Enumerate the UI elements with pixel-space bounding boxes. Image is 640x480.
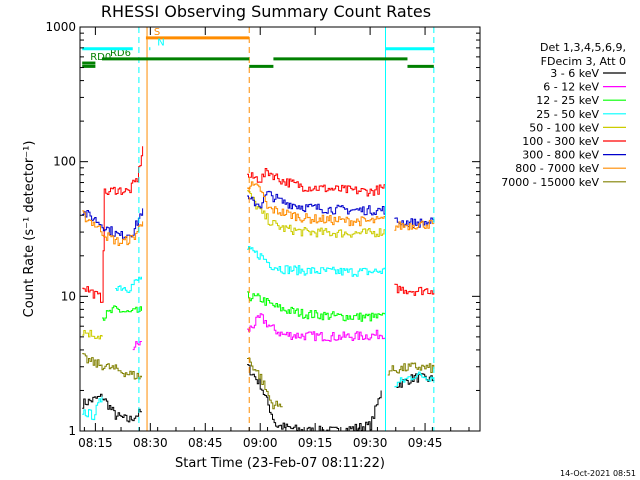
x-axis-label: Start Time (23-Feb-07 08:11:22) <box>175 456 385 471</box>
series-0 <box>82 364 435 432</box>
series-layer <box>82 146 435 432</box>
x-tick-label-4: 09:15 <box>298 436 333 450</box>
series-line-3-3 <box>394 371 435 388</box>
legend-header-1: FDecim 3, Att 0 <box>541 55 626 68</box>
legend-label-1: 6 - 12 keV <box>543 81 599 94</box>
plot-frame <box>79 26 481 432</box>
series-line-4-1 <box>247 190 386 238</box>
legend-label-6: 300 - 800 keV <box>522 149 599 162</box>
x-tick-label-2: 08:45 <box>188 436 223 450</box>
legend-label-4: 50 - 100 keV <box>529 121 599 134</box>
legend-header-0: Det 1,3,4,5,6,9, <box>540 41 626 54</box>
series-line-8-2 <box>387 362 435 376</box>
series-line-8-0 <box>82 353 142 380</box>
x-tick-label-3: 09:00 <box>243 436 278 450</box>
series-line-1-0 <box>132 341 142 351</box>
series-7 <box>82 181 435 246</box>
series-2 <box>102 291 386 322</box>
footer-timestamp: 14-Oct-2021 08:51 <box>560 469 636 478</box>
series-line-2-0 <box>102 305 142 321</box>
axes-layer: 08:15 08:30 08:45 09:00 09:15 09:30 09:45 1 10 10… <box>45 20 480 450</box>
series-line-7-1 <box>247 181 386 227</box>
series-line-0-2 <box>396 373 435 388</box>
series-line-1-1 <box>247 313 386 342</box>
legend: Det 1,3,4,5,6,9,FDecim 3, Att 03 - 6 keV… <box>501 41 626 189</box>
x-tick-label-5: 09:30 <box>353 436 388 450</box>
y-tick-label-1: 10 <box>61 289 76 303</box>
series-line-4-0 <box>82 329 103 340</box>
x-tick-label-1: 08:30 <box>133 436 168 450</box>
series-line-0-0 <box>82 393 142 423</box>
y-tick-label-3: 1000 <box>45 20 76 34</box>
series-line-8-1 <box>247 357 283 410</box>
x-tick-label-6: 09:45 <box>408 436 443 450</box>
flag-label-1: RD6 <box>110 48 131 59</box>
series-line-5-1 <box>247 168 386 197</box>
series-4 <box>82 190 386 340</box>
flag-label-5: N <box>157 38 164 49</box>
series-line-7-0 <box>82 210 144 246</box>
series-line-7-2 <box>394 219 435 231</box>
series-line-6-1 <box>247 190 386 216</box>
legend-label-8: 7000 - 15000 keV <box>501 176 599 189</box>
series-line-5-0 <box>82 146 144 303</box>
y-axis-label: Count Rate (s⁻¹ detector⁻¹) <box>22 141 37 318</box>
chart-title: RHESSI Observing Summary Count Rates <box>101 2 431 21</box>
series-line-5-2 <box>394 283 435 296</box>
series-line-0-1 <box>247 364 382 432</box>
series-line-2-1 <box>247 291 386 322</box>
y-tick-label-2: 100 <box>53 155 76 169</box>
flag-label-0: RD0 <box>90 52 111 63</box>
legend-label-0: 3 - 6 keV <box>550 67 599 80</box>
x-tick-label-0: 08:15 <box>78 436 113 450</box>
series-3 <box>82 246 435 421</box>
y-tick-label-0: 1 <box>68 424 76 438</box>
legend-label-3: 25 - 50 keV <box>536 108 599 121</box>
series-5 <box>82 146 435 303</box>
legend-label-5: 100 - 300 keV <box>522 135 599 148</box>
legend-label-2: 12 - 25 keV <box>536 94 599 107</box>
series-line-3-2 <box>247 246 386 277</box>
series-line-3-1 <box>115 276 142 293</box>
legend-label-7: 800 - 7000 keV <box>515 162 599 175</box>
series-1 <box>132 313 386 351</box>
series-8 <box>82 353 435 410</box>
series-line-3-0 <box>82 396 103 421</box>
flag-label-4: S <box>154 27 160 38</box>
